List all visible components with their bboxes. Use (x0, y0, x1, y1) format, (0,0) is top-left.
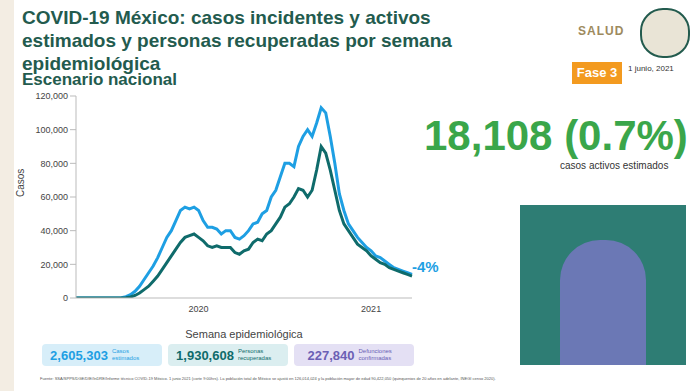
svg-text:80,000: 80,000 (40, 159, 68, 169)
html-text:SALUD: SALUD (578, 24, 625, 38)
html-text:227,840: 227,840 (307, 347, 355, 363)
html-text:Fase 3: Fase 3 (576, 65, 618, 80)
svg-text:60,000: 60,000 (40, 192, 68, 202)
html-text:Casos estimados: Casos estimados (111, 348, 140, 361)
svg-text:Casos: Casos (15, 169, 26, 197)
html-text:Escenario nacional: Escenario nacional (22, 70, 177, 89)
html-text:1,930,608: 1,930,608 (176, 347, 234, 363)
html-text:casos activos estimados: casos activos estimados (560, 160, 669, 171)
svg-text:20,000: 20,000 (40, 260, 68, 270)
svg-text:40,000: 40,000 (40, 226, 68, 236)
svg-text:100,000: 100,000 (35, 125, 68, 135)
html-text:1 junio, 2021: 1 junio, 2021 (628, 64, 674, 73)
html-text:18,108 (0.7%): 18,108 (0.7%) (424, 112, 688, 159)
html-text:2,605,303: 2,605,303 (50, 347, 108, 363)
svg-text:2020: 2020 (189, 304, 209, 314)
svg-text:120,000: 120,000 (35, 91, 68, 101)
svg-text:Semana epidemiológica: Semana epidemiológica (185, 328, 303, 340)
svg-text:2021: 2021 (361, 304, 381, 314)
html-text:Personas recuperadas: Personas recuperadas (237, 348, 272, 361)
html-text:Fuente: SSA/SPPS/DGE/DIE/InDRE: Fuente: SSA/SPPS/DGE/DIE/InDRE/Informe t… (40, 376, 496, 381)
html-text:COVID-19 México: casos inciden: COVID-19 México: casos incidentes y acti… (22, 7, 452, 74)
html-text:Defunciones confirmadas: Defunciones confirmadas (358, 348, 392, 361)
svg-text:0: 0 (63, 293, 68, 303)
html-text:-4%: -4% (412, 258, 439, 275)
